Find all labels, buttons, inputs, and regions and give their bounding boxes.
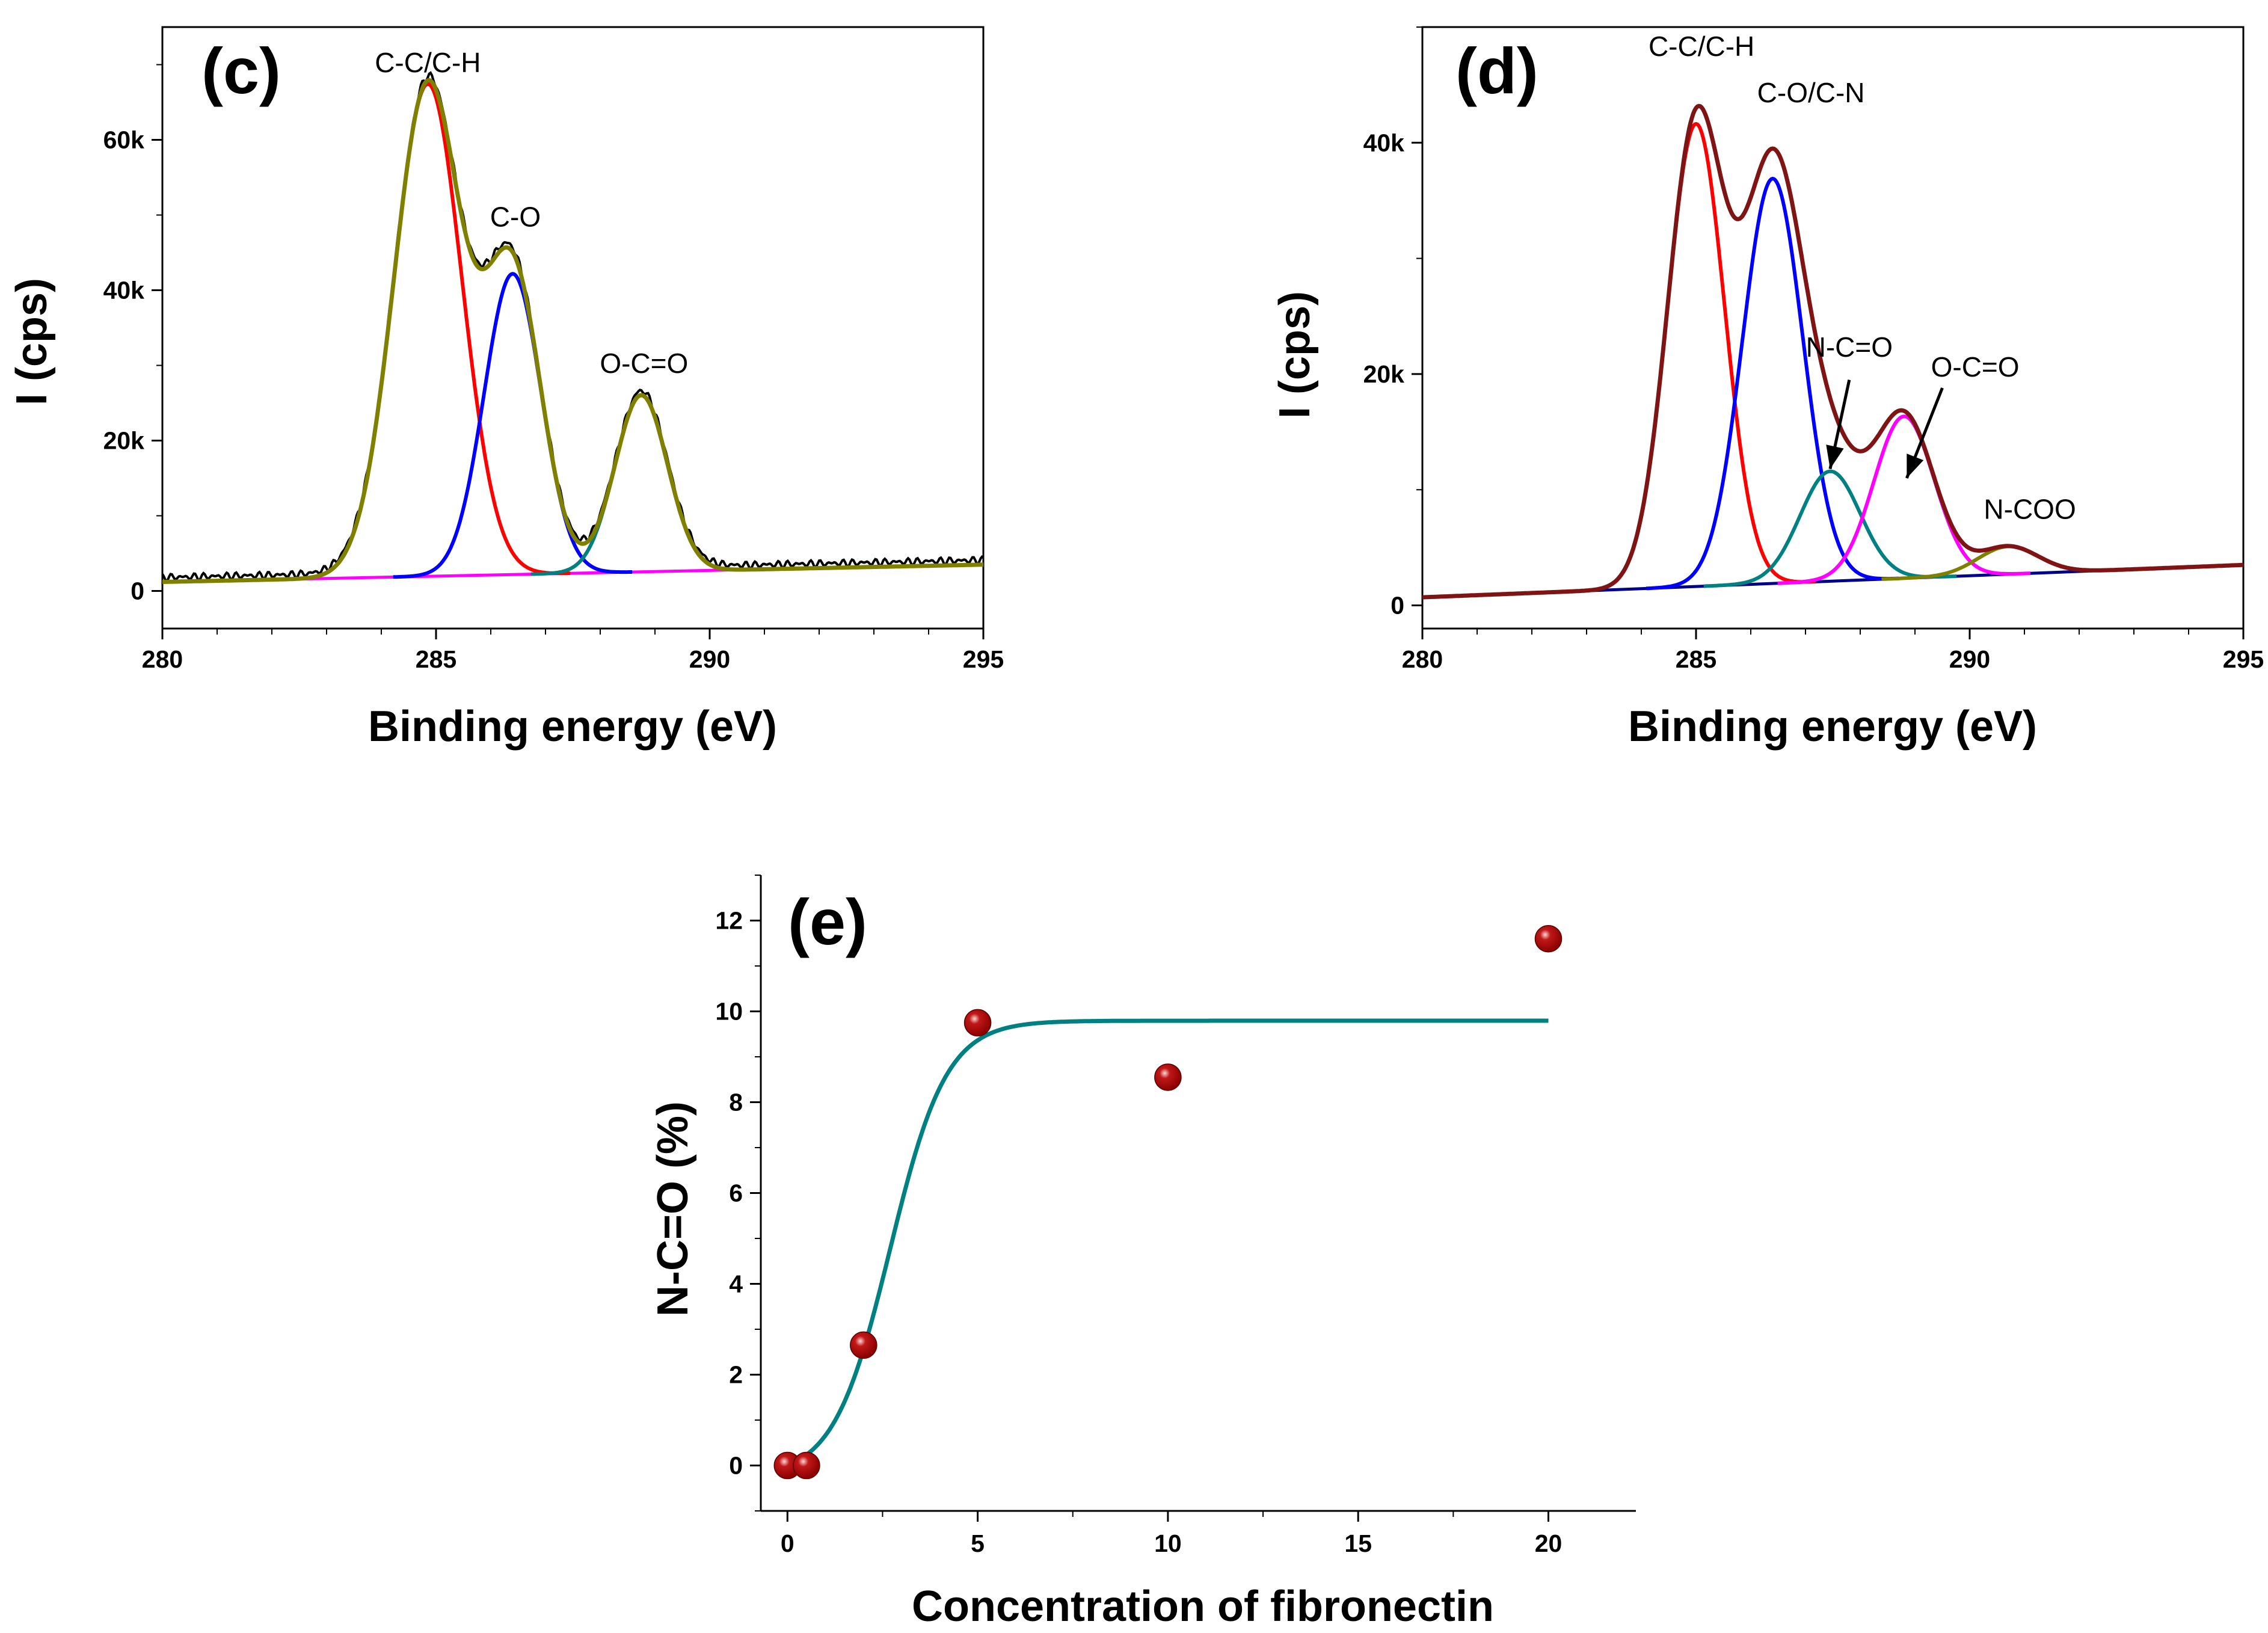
x-axis-title: Binding energy (eV) — [1628, 703, 2037, 751]
y-tick-label: 20k — [103, 427, 145, 455]
envelope-fit-line — [162, 78, 983, 584]
plot-frame — [1421, 26, 2245, 630]
x-tick-label: 290 — [1949, 645, 1990, 673]
x-tick-label: 285 — [416, 645, 456, 673]
y-tick-label: 2 — [729, 1361, 743, 1389]
component-peak-c-o — [393, 272, 633, 579]
panel-label: (e) — [788, 885, 867, 958]
x-tick-label: 5 — [971, 1530, 985, 1557]
y-tick-label: 0 — [729, 1452, 743, 1480]
component-peak-o-c-o — [1777, 414, 2030, 585]
panel-label: (d) — [1455, 34, 1538, 107]
peak-annotation: C-O — [490, 201, 541, 232]
component-peak-c-o-c-n — [1646, 176, 1899, 591]
x-tick-label: 285 — [1676, 645, 1716, 673]
peak-annotation: N-COO — [1984, 493, 2076, 524]
x-tick-label: 295 — [963, 645, 1004, 673]
data-point — [963, 1009, 992, 1037]
peak-annotation: C-O/C-N — [1757, 77, 1865, 108]
data-point — [850, 1331, 877, 1359]
x-tick-label: 295 — [2223, 645, 2264, 673]
y-tick-label: 8 — [729, 1089, 743, 1116]
annotation-arrow-head — [1907, 454, 1924, 478]
y-axis-title: I (cps) — [1271, 291, 1319, 419]
x-tick-label: 280 — [1402, 645, 1443, 673]
raw-data-line — [161, 71, 985, 583]
y-tick-label: 40k — [103, 277, 145, 304]
y-axis-title: N-C=O (%) — [649, 1101, 697, 1317]
x-tick-label: 290 — [689, 645, 730, 673]
y-tick-label: 12 — [715, 907, 743, 935]
x-axis-title: Binding energy (eV) — [368, 703, 777, 751]
peak-annotation: O-C=O — [600, 348, 688, 379]
panel-label: (c) — [201, 34, 281, 107]
chart-panel-c: 280 285 290 295 0 20k 40k 60k Binding energy (eV… — [8, 26, 1004, 751]
y-tick-label: 0 — [1391, 592, 1404, 620]
x-tick-label: 20 — [1535, 1530, 1563, 1557]
y-tick-label: 60k — [103, 126, 145, 154]
component-peak-o-c-o — [530, 393, 752, 576]
component-peak-n-c-o — [1703, 469, 1957, 588]
sigmoid-fit-line — [786, 1018, 1549, 1468]
peak-annotation: C-C/C-H — [375, 47, 481, 78]
chart-panel-e: 0 5 10 15 20 0 2 4 6 8 10 12 Concentration of fibron… — [649, 875, 1636, 1631]
y-tick-label: 20k — [1363, 360, 1405, 388]
y-tick-label: 0 — [131, 577, 144, 605]
y-tick-label: 4 — [729, 1270, 743, 1298]
y-tick-label: 6 — [729, 1179, 743, 1207]
x-tick-label: 15 — [1344, 1530, 1372, 1557]
y-tick-label: 40k — [1363, 129, 1405, 156]
y-tick-label: 10 — [715, 998, 743, 1026]
peak-annotation: C-C/C-H — [1649, 31, 1754, 62]
x-tick-label: 280 — [142, 645, 183, 673]
y-axis-title: I (cps) — [8, 278, 56, 405]
envelope-fit-line — [1422, 103, 2244, 600]
x-tick-label: 0 — [781, 1530, 794, 1557]
data-point — [1534, 924, 1563, 953]
annotation-arrow-head — [1826, 444, 1844, 469]
chart-panel-d: 280 285 290 295 0 20k 40k Binding energy (eV) I … — [1271, 26, 2264, 751]
data-point — [1154, 1063, 1182, 1091]
data-point — [793, 1451, 820, 1480]
x-axis-title: Concentration of fibronectin — [912, 1582, 1494, 1631]
peak-annotation: O-C=O — [1931, 351, 2020, 383]
x-tick-label: 10 — [1154, 1530, 1182, 1557]
plot-frame — [161, 26, 985, 630]
peak-annotation: N-C=O — [1806, 331, 1893, 363]
component-peak-c-c-c-h — [285, 82, 571, 582]
